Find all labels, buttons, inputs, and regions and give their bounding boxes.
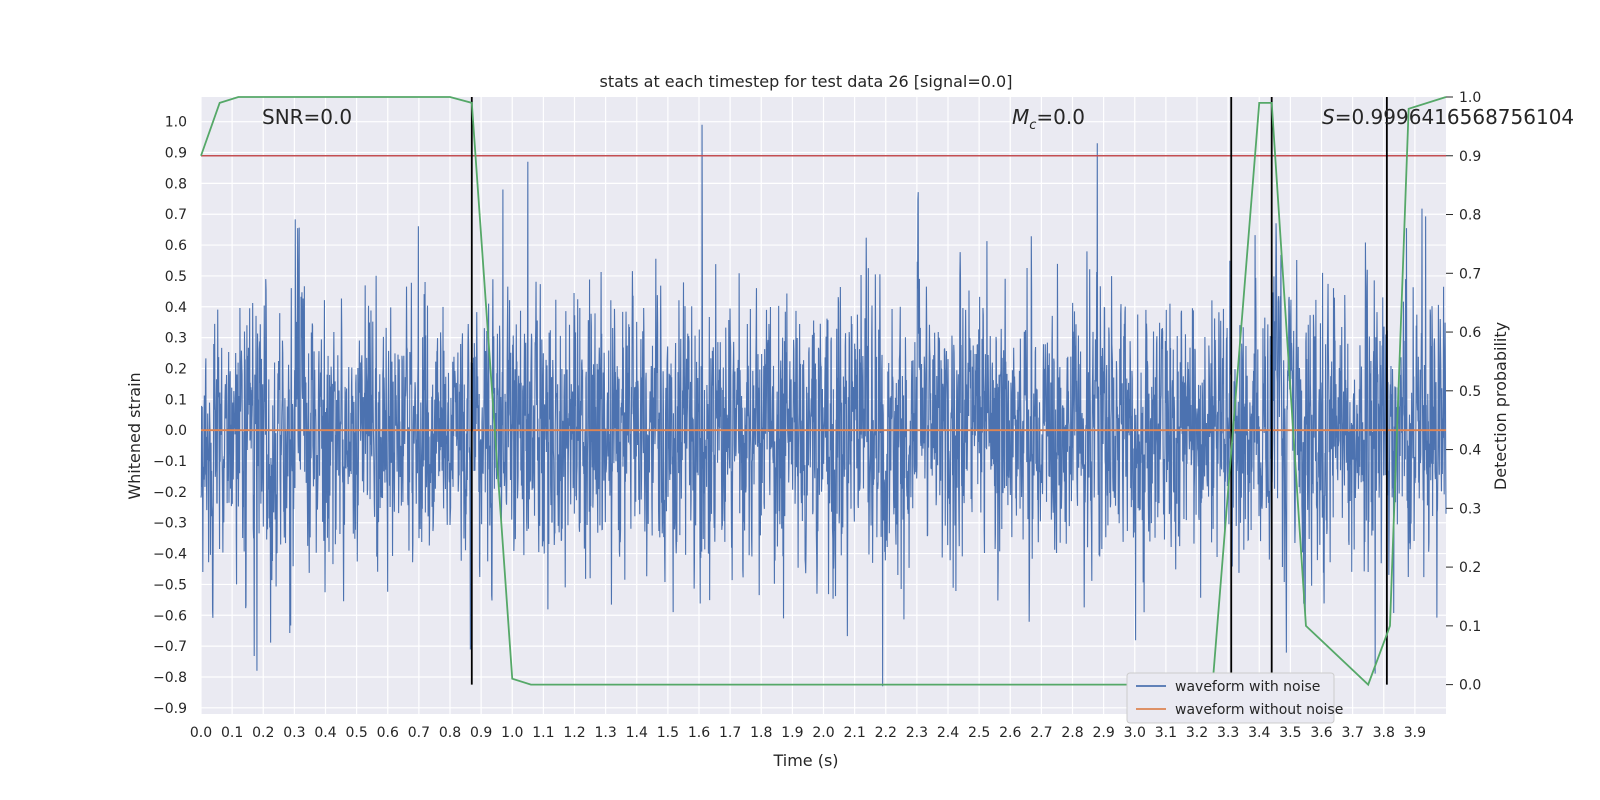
x-tick-label: 1.9	[781, 725, 803, 741]
snr-annotation: SNR=0.0	[262, 105, 352, 129]
y-tick-label: 0.5	[165, 269, 187, 285]
x-tick-label: 1.5	[657, 725, 679, 741]
x-tick-label: 2.5	[968, 725, 990, 741]
x-tick-label: 1.2	[563, 725, 585, 741]
x-tick-label: 3.6	[1310, 725, 1332, 741]
y-tick-label: −0.7	[153, 639, 187, 655]
y2-tick-label: 0.8	[1459, 208, 1481, 224]
x-tick-label: 2.1	[843, 725, 865, 741]
noisy-waveform-series	[200, 124, 1447, 687]
y-tick-label: −0.3	[153, 516, 187, 532]
x-tick-label: 3.8	[1373, 725, 1395, 741]
mc-value: =0.0	[1036, 105, 1085, 129]
x-tick-label: 0.7	[408, 725, 430, 741]
y2-tick-label: 0.6	[1459, 325, 1481, 341]
y-tick-label: −0.5	[153, 577, 187, 593]
x-tick-label: 2.3	[906, 725, 928, 741]
y-tick-label: 0.7	[165, 207, 187, 223]
series-waveform-with-noise	[200, 124, 1447, 687]
x-tick-label: 2.8	[1061, 725, 1083, 741]
x-tick-label: 3.0	[1124, 725, 1146, 741]
y-tick-label: −0.9	[153, 701, 187, 717]
s-value: =0.9996416568756104	[1335, 105, 1574, 129]
x-tick-label: 3.4	[1248, 725, 1270, 741]
y2-tick-label: 0.5	[1459, 384, 1481, 400]
y2-tick-label: 1.0	[1459, 90, 1481, 106]
y-tick-label: 0.2	[165, 361, 187, 377]
legend-label-clean: waveform without noise	[1175, 702, 1343, 718]
x-tick-label: 2.6	[999, 725, 1021, 741]
y2-tick-label: 0.3	[1459, 501, 1481, 517]
x-tick-label: 3.1	[1155, 725, 1177, 741]
y2-axis-title: Detection probability	[1491, 322, 1510, 490]
x-tick-label: 2.2	[875, 725, 897, 741]
y-tick-label: −0.6	[153, 608, 187, 624]
x-tick-label: 3.5	[1279, 725, 1301, 741]
y2-tick-label: 0.7	[1459, 266, 1481, 282]
y-axis-title: Whitened strain	[125, 372, 144, 499]
x-tick-label: 2.4	[937, 725, 959, 741]
legend: waveform with noise waveform without noi…	[1126, 672, 1343, 724]
y-tick-label: 0.6	[165, 238, 187, 254]
x-tick-label: 0.5	[345, 725, 367, 741]
axis-ticks: 0.0 0.1 0.2 0.3 0.4 0.5 0.6 0.7 0.8 0.9 1.0 1.1 1.2 1…	[153, 90, 1481, 741]
x-tick-label: 2.0	[812, 725, 834, 741]
x-tick-label: 3.7	[1341, 725, 1363, 741]
y-tick-label: 0.3	[165, 331, 187, 347]
y2-tick-label: 0.0	[1459, 678, 1481, 694]
legend-label-noise: waveform with noise	[1175, 679, 1320, 695]
y-tick-label: 1.0	[165, 115, 187, 131]
y-tick-label: −0.4	[153, 547, 187, 563]
x-tick-label: 0.4	[314, 725, 336, 741]
y-tick-label: 0.1	[165, 392, 187, 408]
x-tick-label: 2.9	[1092, 725, 1114, 741]
y-tick-label: −0.1	[153, 454, 187, 470]
y-tick-label: 0.0	[165, 423, 187, 439]
x-tick-label: 0.2	[252, 725, 274, 741]
x-tick-label: 2.7	[1030, 725, 1052, 741]
y-tick-label: 0.8	[165, 176, 187, 192]
y2-tick-label: 0.4	[1459, 443, 1481, 459]
chirp-mass-annotation: Mc=0.0	[1012, 105, 1085, 133]
y2-tick-label: 0.1	[1459, 619, 1481, 635]
x-tick-label: 0.6	[377, 725, 399, 741]
y-tick-label: −0.2	[153, 485, 187, 501]
s-symbol: S	[1322, 105, 1335, 129]
series-detection-probability	[200, 96, 1447, 687]
x-tick-label: 0.0	[190, 725, 212, 741]
x-tick-label: 3.9	[1404, 725, 1426, 741]
x-axis-title: Time (s)	[772, 751, 838, 770]
y2-tick-label: 0.9	[1459, 149, 1481, 165]
mc-subscript: c	[1029, 118, 1036, 133]
x-tick-label: 0.1	[221, 725, 243, 741]
y2-tick-label: 0.2	[1459, 560, 1481, 576]
x-tick-label: 1.7	[719, 725, 741, 741]
x-tick-label: 1.0	[501, 725, 523, 741]
x-tick-label: 1.8	[750, 725, 772, 741]
x-tick-label: 1.6	[688, 725, 710, 741]
y-tick-label: −0.8	[153, 670, 187, 686]
overlay-series	[200, 96, 1447, 687]
x-tick-label: 1.4	[626, 725, 648, 741]
score-annotation: S=0.9996416568756104	[1322, 105, 1574, 129]
x-tick-label: 0.9	[470, 725, 492, 741]
y-tick-label: 0.9	[165, 146, 187, 162]
chart-title: stats at each timestep for test data 26 …	[600, 72, 1013, 91]
grid	[200, 97, 1446, 714]
x-tick-label: 0.8	[439, 725, 461, 741]
y-tick-label: 0.4	[165, 300, 187, 316]
legend-box	[1126, 672, 1335, 724]
mc-symbol: M	[1012, 105, 1029, 129]
x-tick-label: 1.1	[532, 725, 554, 741]
x-tick-label: 0.3	[283, 725, 305, 741]
x-tick-label: 1.3	[594, 725, 616, 741]
x-tick-label: 3.2	[1186, 725, 1208, 741]
x-tick-label: 3.3	[1217, 725, 1239, 741]
